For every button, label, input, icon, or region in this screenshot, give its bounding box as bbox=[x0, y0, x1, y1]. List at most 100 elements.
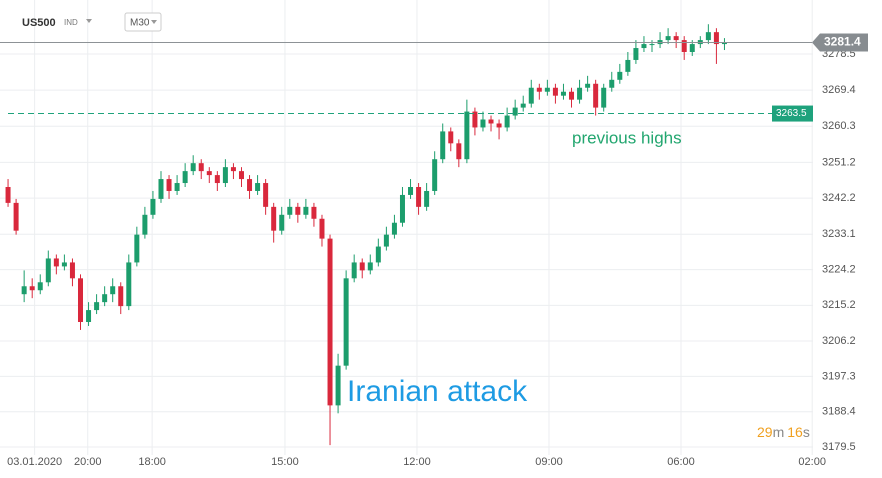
timeframe-box[interactable] bbox=[124, 12, 162, 32]
market: IND bbox=[64, 18, 78, 27]
timeframe: M30 bbox=[130, 18, 150, 29]
y-tick-label: 3251.2 bbox=[822, 156, 856, 168]
y-tick-label: 3242.2 bbox=[822, 192, 856, 204]
candle-body bbox=[432, 159, 438, 191]
candle-body bbox=[166, 179, 172, 191]
candle-body bbox=[13, 202, 19, 231]
y-tick-label: 3224.2 bbox=[822, 263, 856, 275]
candle-body bbox=[295, 206, 301, 215]
candle-body bbox=[721, 42, 727, 45]
y-tick-label: 3197.3 bbox=[822, 370, 856, 382]
candle-body bbox=[86, 310, 92, 322]
grid: 3278.53269.43260.33251.23242.23233.13224… bbox=[0, 0, 856, 468]
candle-body bbox=[504, 115, 510, 128]
candle-body bbox=[408, 187, 414, 195]
candle-body bbox=[255, 183, 261, 191]
candle-body bbox=[45, 258, 51, 283]
x-tick-label: 12:00 bbox=[403, 456, 431, 468]
candle-body bbox=[617, 71, 623, 80]
candle-body bbox=[552, 87, 558, 96]
candle-body bbox=[448, 131, 454, 144]
candle-body bbox=[69, 262, 75, 279]
candle-body bbox=[126, 262, 132, 307]
level-label: 3263.5 bbox=[776, 108, 807, 119]
candle-body bbox=[705, 32, 711, 41]
candle-body bbox=[182, 171, 188, 184]
candle-body bbox=[247, 179, 253, 191]
candle-body bbox=[633, 48, 639, 60]
candle-body bbox=[327, 238, 333, 406]
candle-body bbox=[77, 278, 83, 322]
candle-body bbox=[359, 262, 365, 271]
candle-body bbox=[287, 206, 293, 215]
y-tick-label: 3206.2 bbox=[822, 335, 856, 347]
x-tick-label: 15:00 bbox=[271, 456, 299, 468]
countdown-seconds-unit: s bbox=[803, 424, 810, 440]
y-tick-label: 3233.1 bbox=[822, 228, 856, 240]
candle-body bbox=[61, 262, 67, 267]
candle-body bbox=[110, 286, 116, 295]
candle-body bbox=[593, 83, 599, 108]
countdown-minutes: 29 bbox=[757, 424, 773, 440]
candle-body bbox=[102, 294, 108, 303]
y-tick-label: 3215.2 bbox=[822, 299, 856, 311]
candle-body bbox=[134, 234, 140, 263]
candle-body bbox=[303, 206, 309, 215]
candle-body bbox=[311, 206, 317, 219]
candle-body bbox=[174, 183, 180, 191]
candle-body bbox=[53, 258, 59, 267]
y-tick-label: 3179.5 bbox=[822, 441, 856, 453]
candle-body bbox=[399, 194, 405, 223]
candle-body bbox=[375, 246, 381, 263]
candle-body bbox=[279, 214, 285, 231]
candle-body bbox=[520, 103, 526, 108]
x-tick-label: 09:00 bbox=[535, 456, 563, 468]
symbol-dropdown[interactable] bbox=[86, 19, 92, 23]
candle-body bbox=[190, 163, 196, 172]
candle-body bbox=[536, 87, 542, 92]
candle-body bbox=[150, 198, 156, 215]
candle-body bbox=[383, 234, 389, 247]
candle-body bbox=[206, 171, 212, 176]
overlay: 3263.5 3281.4 bbox=[0, 33, 868, 122]
candle-body bbox=[367, 262, 373, 271]
x-tick-label: 02:00 bbox=[798, 456, 826, 468]
candle-body bbox=[214, 175, 220, 184]
candle-body bbox=[238, 171, 244, 180]
candle-body bbox=[681, 40, 687, 53]
candle-body bbox=[94, 302, 100, 311]
candle-body bbox=[263, 183, 269, 207]
countdown: 29m 16s bbox=[757, 424, 810, 440]
candle-body bbox=[37, 282, 43, 291]
x-tick-label: 03.01.2020 bbox=[7, 456, 62, 468]
x-tick-label: 18:00 bbox=[138, 456, 166, 468]
candle-body bbox=[118, 286, 124, 307]
candle-body bbox=[21, 286, 27, 295]
candle-body bbox=[512, 107, 518, 116]
candle-body bbox=[488, 119, 494, 124]
candle-body bbox=[222, 167, 228, 184]
x-tick-label: 20:00 bbox=[74, 456, 102, 468]
candle-body bbox=[456, 143, 462, 160]
candle-body bbox=[230, 167, 236, 172]
x-tick-label: 06:00 bbox=[667, 456, 695, 468]
candle-body bbox=[601, 87, 607, 108]
candle-body bbox=[673, 36, 679, 41]
candle-body bbox=[496, 123, 502, 128]
last-price-box bbox=[812, 33, 868, 52]
candle-body bbox=[472, 111, 478, 128]
candle-body bbox=[343, 278, 349, 366]
y-tick-label: 3269.4 bbox=[822, 84, 856, 96]
candle-body bbox=[416, 187, 422, 207]
candle-body bbox=[158, 179, 164, 199]
candle-body bbox=[585, 83, 591, 88]
timeframe-dropdown[interactable] bbox=[151, 20, 157, 24]
candle-body bbox=[665, 36, 671, 41]
y-tick-label: 3188.4 bbox=[822, 406, 856, 418]
candle-body bbox=[424, 190, 430, 207]
level-annotation: previous highs bbox=[572, 128, 682, 147]
countdown-seconds: 16 bbox=[787, 424, 803, 440]
countdown-minutes-unit: m bbox=[773, 424, 785, 440]
